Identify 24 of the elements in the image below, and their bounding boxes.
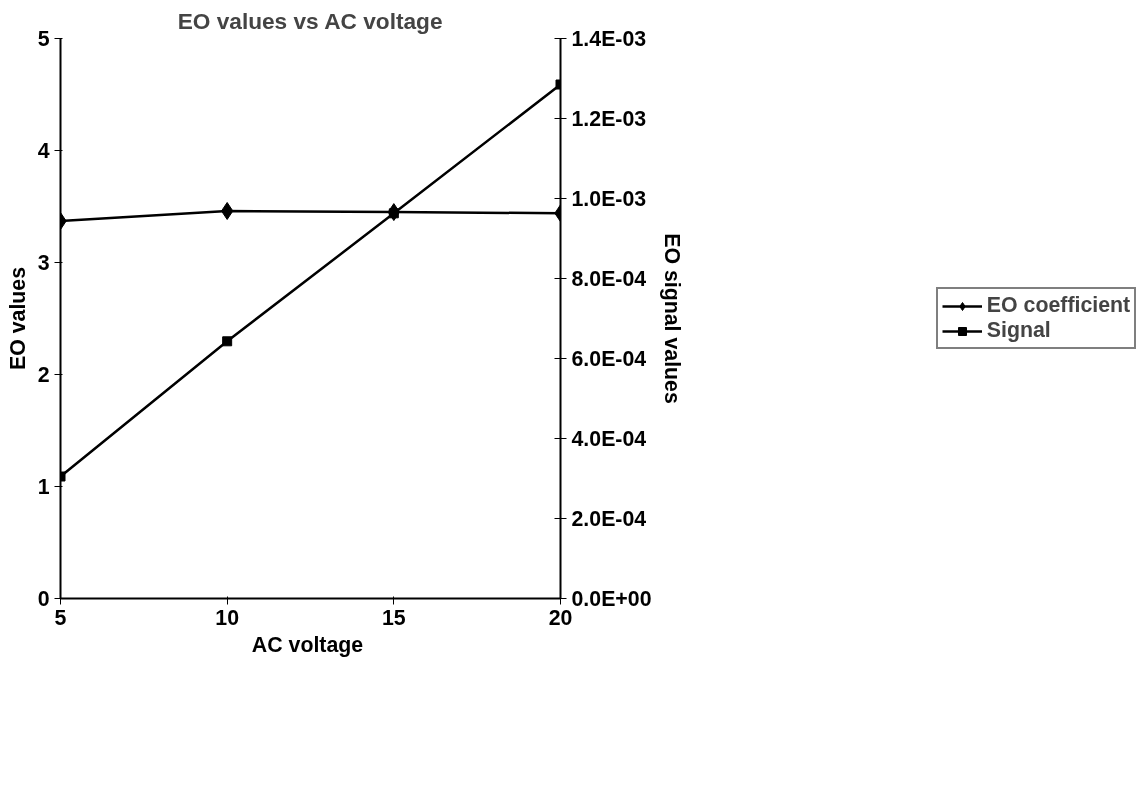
y2-tick-label: 0.0E+00	[571, 586, 652, 611]
y2-tick-label: 6.0E-04	[571, 346, 647, 371]
y-tick-label: 4	[37, 139, 50, 163]
y2-tick-label: 1.2E-03	[571, 106, 647, 131]
y-tick-label: 5	[37, 27, 50, 51]
y2-tick-label: 4.0E-04	[571, 426, 647, 451]
y-tick-label: 3	[37, 251, 50, 275]
x-tick-label: 20	[548, 605, 573, 630]
y2-axis-title: EO signal values	[659, 233, 684, 404]
x-tick-label: 5	[54, 605, 67, 630]
x-axis-title: AC voltage	[251, 632, 364, 657]
x-tick-label: 10	[215, 605, 240, 630]
legend-label: Signal	[986, 318, 1051, 343]
y-tick-label: 2	[37, 363, 50, 387]
y2-tick-label: 1.0E-03	[571, 186, 647, 211]
y-tick-label: 0	[37, 587, 50, 611]
y-axis-title: EO values	[5, 266, 30, 371]
chart-title: EO values vs AC voltage	[177, 7, 443, 34]
y2-tick-label: 8.0E-04	[571, 266, 647, 291]
x-tick-label: 15	[381, 605, 406, 630]
y-tick-label: 1	[37, 475, 50, 499]
y2-tick-label: 2.0E-04	[571, 506, 647, 531]
legend-label: EO coefficient	[986, 293, 1131, 318]
y2-tick-label: 1.4E-03	[571, 26, 647, 51]
